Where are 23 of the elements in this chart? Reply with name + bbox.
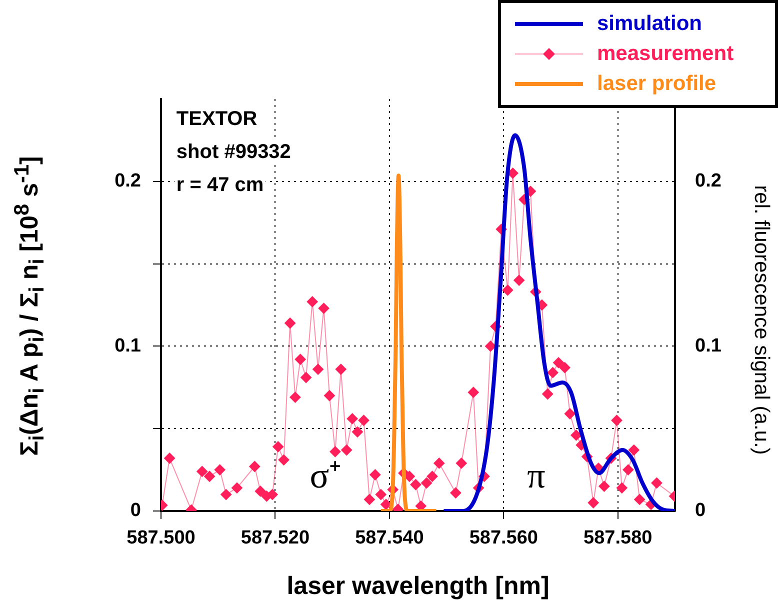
y2-tick-label: 0 (695, 500, 706, 522)
annotation: π (527, 455, 546, 496)
annotation: shot #99332 (176, 141, 291, 164)
legend-label: laser profile (597, 72, 716, 96)
x-tick-label: 587.560 (469, 528, 538, 549)
y-tick-label: 0.1 (114, 335, 142, 356)
x-axis-title: laser wavelength [nm] (286, 572, 550, 600)
y2-tick-label: 0.1 (695, 335, 722, 356)
annotation: σ⁺ (310, 455, 342, 496)
legend-label: simulation (597, 12, 702, 36)
x-tick-label: 587.540 (355, 528, 424, 549)
y-tick-label: 0.2 (114, 170, 141, 192)
y2-axis-title: rel. fluorescence signal (a.u.) (749, 184, 773, 457)
x-tick-label: 587.520 (240, 528, 310, 549)
y2-tick-label: 0.2 (695, 170, 722, 192)
line-series (378, 174, 438, 511)
annotation: TEXTOR (176, 108, 258, 130)
legend-label: measurement (597, 42, 734, 66)
line-series (442, 133, 675, 511)
x-tick-label: 587.580 (584, 528, 652, 549)
x-tick-label: 587.500 (126, 528, 196, 549)
annotation: r = 47 cm (176, 174, 264, 196)
y-tick-label: 0 (130, 500, 141, 522)
